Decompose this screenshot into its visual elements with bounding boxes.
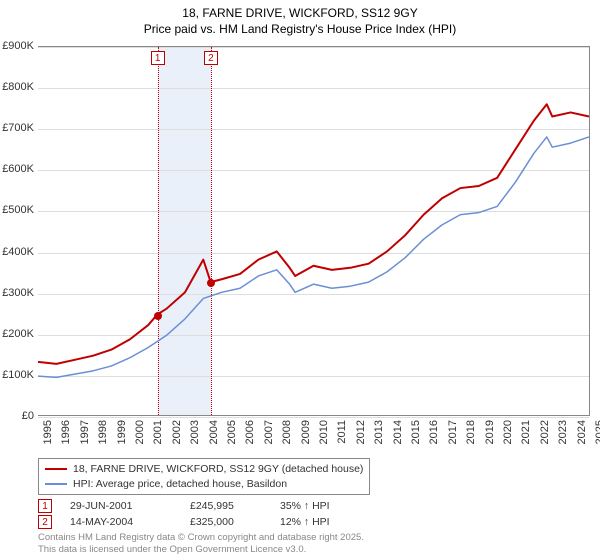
y-tick-label: £300K	[2, 287, 34, 299]
event-price: £325,000	[190, 516, 280, 528]
footer-line-2: This data is licensed under the Open Gov…	[38, 544, 364, 556]
x-tick-label: 2009	[300, 420, 312, 444]
legend-item: HPI: Average price, detached house, Basi…	[45, 477, 363, 492]
event-marker: 2	[38, 515, 52, 529]
legend-label: HPI: Average price, detached house, Basi…	[73, 477, 287, 492]
x-tick-label: 2010	[318, 420, 330, 444]
x-tick-label: 2011	[336, 420, 348, 444]
y-tick-label: £500K	[2, 204, 34, 216]
footer-line-1: Contains HM Land Registry data © Crown c…	[38, 532, 364, 544]
y-tick-label: £0	[22, 410, 34, 422]
x-tick-label: 1998	[97, 420, 109, 444]
title-block: 18, FARNE DRIVE, WICKFORD, SS12 9GY Pric…	[0, 0, 600, 37]
x-tick-label: 2017	[447, 420, 459, 444]
y-tick-label: £200K	[2, 328, 34, 340]
footer: Contains HM Land Registry data © Crown c…	[38, 532, 364, 556]
x-tick-label: 2015	[410, 420, 422, 444]
series-svg	[38, 47, 589, 415]
x-tick-label: 2016	[428, 420, 440, 444]
title-line-1: 18, FARNE DRIVE, WICKFORD, SS12 9GY	[0, 6, 600, 22]
x-tick-label: 2002	[171, 420, 183, 444]
event-marker: 1	[38, 499, 52, 513]
x-tick-label: 2012	[355, 420, 367, 444]
legend-label: 18, FARNE DRIVE, WICKFORD, SS12 9GY (det…	[73, 462, 363, 477]
x-tick-label: 2008	[281, 420, 293, 444]
event-price: £245,995	[190, 500, 280, 512]
x-tick-label: 2003	[189, 420, 201, 444]
y-tick-label: £800K	[2, 81, 34, 93]
x-tick-label: 2001	[152, 420, 164, 444]
sale-point	[207, 279, 215, 287]
y-tick-label: £100K	[2, 369, 34, 381]
x-tick-label: 2025	[594, 420, 600, 444]
legend-swatch	[45, 483, 67, 485]
y-tick-label: £600K	[2, 163, 34, 175]
series-line	[38, 104, 589, 364]
event-row: 2 14-MAY-2004£325,00012% ↑ HPI	[38, 514, 330, 530]
x-tick-label: 2000	[134, 420, 146, 444]
legend: 18, FARNE DRIVE, WICKFORD, SS12 9GY (det…	[38, 458, 370, 495]
legend-swatch	[45, 468, 67, 470]
x-axis-labels: 1995 1996 1997 1998 1999 2000 2001 2002 2003 2004…	[38, 420, 590, 460]
x-tick-label: 2022	[539, 420, 551, 444]
x-tick-label: 2013	[373, 420, 385, 444]
legend-item: 18, FARNE DRIVE, WICKFORD, SS12 9GY (det…	[45, 462, 363, 477]
x-tick-label: 1995	[42, 420, 54, 444]
chart-plot-area: 12	[38, 46, 590, 416]
event-delta: 12% ↑ HPI	[280, 516, 330, 528]
event-delta: 35% ↑ HPI	[280, 500, 330, 512]
x-tick-label: 2020	[502, 420, 514, 444]
event-row: 1 29-JUN-2001£245,99535% ↑ HPI	[38, 498, 330, 514]
x-tick-label: 2014	[392, 420, 404, 444]
x-tick-label: 1999	[116, 420, 128, 444]
title-line-2: Price paid vs. HM Land Registry's House …	[0, 22, 600, 38]
x-tick-label: 1997	[79, 420, 91, 444]
x-tick-label: 2006	[244, 420, 256, 444]
y-axis-labels: £0£100K£200K£300K£400K£500K£600K£700K£80…	[0, 46, 36, 416]
series-line	[38, 137, 589, 377]
x-tick-label: 2019	[484, 420, 496, 444]
y-tick-label: £400K	[2, 246, 34, 258]
x-tick-label: 2024	[576, 420, 588, 444]
sale-events: 1 29-JUN-2001£245,99535% ↑ HPI 2 14-MAY-200…	[38, 498, 330, 530]
event-date: 14-MAY-2004	[70, 516, 190, 528]
x-tick-label: 2004	[208, 420, 220, 444]
x-tick-label: 2005	[226, 420, 238, 444]
y-tick-label: £900K	[2, 40, 34, 52]
x-tick-label: 2007	[263, 420, 275, 444]
x-tick-label: 2023	[557, 420, 569, 444]
x-tick-label: 2021	[520, 420, 532, 444]
x-tick-label: 2018	[465, 420, 477, 444]
sale-point	[154, 312, 162, 320]
event-date: 29-JUN-2001	[70, 500, 190, 512]
gridline	[38, 417, 589, 418]
y-tick-label: £700K	[2, 122, 34, 134]
chart-container: 18, FARNE DRIVE, WICKFORD, SS12 9GY Pric…	[0, 0, 600, 560]
x-tick-label: 1996	[60, 420, 72, 444]
